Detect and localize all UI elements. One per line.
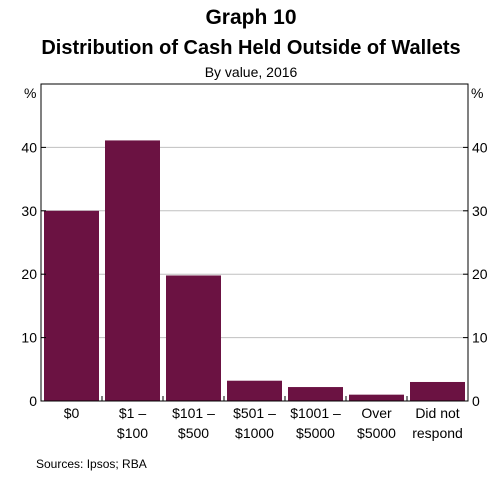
bar bbox=[288, 387, 343, 401]
x-category-label: respond bbox=[412, 425, 463, 441]
y-tick-label-right: 40 bbox=[472, 139, 488, 155]
x-category-label: $5000 bbox=[296, 425, 335, 441]
y-tick-label-left: 40 bbox=[21, 139, 37, 155]
y-tick-label-left: 10 bbox=[21, 330, 37, 346]
x-category-label: $5000 bbox=[357, 425, 396, 441]
bar bbox=[227, 380, 282, 401]
y-tick-label-right: 20 bbox=[472, 266, 488, 282]
x-category-label: $1 – bbox=[119, 405, 146, 421]
x-category-label: $500 bbox=[178, 425, 209, 441]
y-tick-label-right: 10 bbox=[472, 330, 488, 346]
bar bbox=[410, 381, 465, 401]
x-category-label: $0 bbox=[64, 405, 80, 421]
x-category-label: $1000 bbox=[235, 425, 274, 441]
chart-note: By value, 2016 bbox=[204, 64, 298, 80]
x-category-label: Did not bbox=[415, 405, 459, 421]
plot-frame bbox=[40, 83, 469, 402]
y-tick-label-right: 30 bbox=[472, 203, 488, 219]
y-tick-label-left: 30 bbox=[21, 203, 37, 219]
source-note: Sources: Ipsos; RBA bbox=[36, 457, 147, 471]
bars bbox=[44, 140, 465, 401]
axis-ticks: 0 0 10 10 20 20 30 30 40 40 bbox=[21, 139, 487, 409]
y-unit-left: % bbox=[24, 85, 36, 101]
x-category-label: $101 – bbox=[172, 405, 215, 421]
x-category-label: Over bbox=[361, 405, 392, 421]
bar bbox=[44, 210, 99, 401]
chart-subtitle: Distribution of Cash Held Outside of Wal… bbox=[41, 37, 461, 59]
y-unit-right: % bbox=[471, 85, 483, 101]
chart-title: Graph 10 bbox=[205, 6, 297, 29]
y-tick-label-left: 0 bbox=[29, 393, 37, 409]
x-category-label: $501 – bbox=[233, 405, 276, 421]
bar bbox=[166, 275, 221, 401]
x-category-label: $100 bbox=[117, 425, 148, 441]
y-tick-label-right: 0 bbox=[472, 393, 480, 409]
bar bbox=[349, 394, 404, 401]
category-labels: $0 $1 – $100 $101 – $500 $501 – $1000 $1001 – $5… bbox=[64, 405, 463, 441]
y-tick-label-left: 20 bbox=[21, 266, 37, 282]
x-category-label: $1001 – bbox=[290, 405, 341, 421]
bar bbox=[105, 140, 160, 401]
